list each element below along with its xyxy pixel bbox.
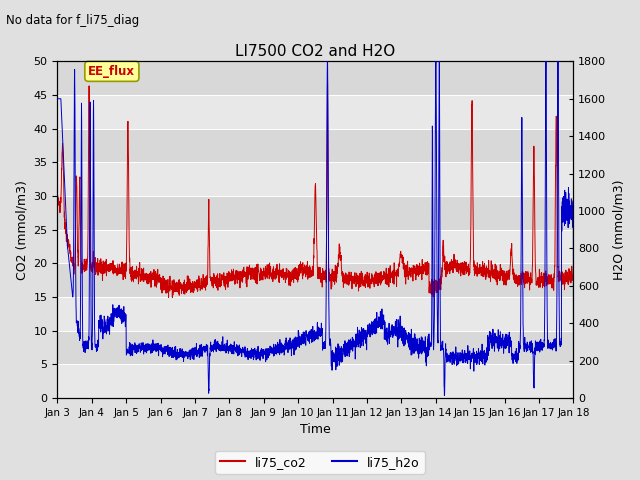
Bar: [58, 364, 573, 398]
Y-axis label: CO2 (mmol/m3): CO2 (mmol/m3): [15, 180, 28, 279]
X-axis label: Time: Time: [300, 423, 331, 436]
Bar: [58, 331, 573, 364]
Bar: [58, 95, 573, 129]
Bar: [58, 264, 573, 297]
Bar: [58, 196, 573, 229]
Text: No data for f_li75_diag: No data for f_li75_diag: [6, 14, 140, 27]
Text: EE_flux: EE_flux: [88, 65, 136, 78]
Title: LI7500 CO2 and H2O: LI7500 CO2 and H2O: [236, 44, 396, 59]
Bar: [58, 129, 573, 162]
Legend: li75_co2, li75_h2o: li75_co2, li75_h2o: [215, 451, 425, 474]
Bar: [58, 162, 573, 196]
Y-axis label: H2O (mmol/m3): H2O (mmol/m3): [612, 180, 625, 280]
Bar: [58, 61, 573, 95]
Bar: [58, 229, 573, 264]
Bar: [58, 297, 573, 331]
